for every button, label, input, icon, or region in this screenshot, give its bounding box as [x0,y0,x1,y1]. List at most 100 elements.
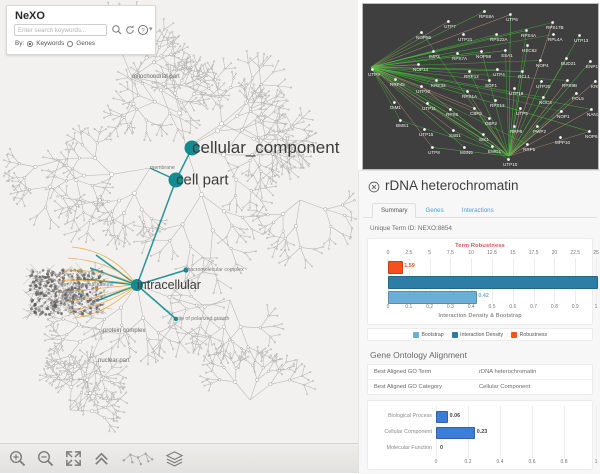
table-row: Best Aligned GO Category Cellular Compon… [368,380,592,394]
go-row-key: Best Aligned GO Category [374,384,479,390]
search-input[interactable] [14,24,107,36]
axis-tick: 17.5 [529,250,539,256]
robustness-xlabel: Interaction Density & Bootstrap [374,313,586,319]
graph-toolbar[interactable] [0,443,358,473]
axis-tick: 0.6 [529,459,536,465]
radio-genes-label: Genes [76,40,95,47]
legend-label: Interaction Density [460,332,503,338]
legend-label: Bootstrap [421,332,443,338]
gridline [596,406,597,458]
axis-tick: 0.3 [447,304,454,310]
axis-tick: 2.5 [405,250,412,256]
hierarchy-graph-canvas[interactable] [0,0,358,473]
zoom-out-button[interactable] [36,449,55,468]
go-row-value: Cellular Component [479,384,530,390]
table-row: Best Aligned GO Term rDNA heterochromati… [368,365,592,380]
axis-tick: 1 [595,304,598,310]
axis-tick: 0.8 [561,459,568,465]
gridline [564,406,565,458]
axis-tick: 0 [387,304,390,310]
go-bar-value: 0.06 [450,413,461,419]
axis-tick: 0.4 [468,304,475,310]
hierarchy-svg [0,0,358,473]
radio-genes[interactable] [67,41,73,47]
go-alignment-chart: Biological Process 0.06 Cellular Component… [367,400,593,470]
bar-interaction-density [388,276,598,289]
layers-button[interactable] [165,449,184,468]
bar-robustness [388,261,403,274]
close-icon[interactable] [368,180,380,192]
help-icon[interactable]: ? [137,24,149,36]
go-bar-value: 0.23 [477,429,488,435]
axis-tick: 20 [552,250,558,256]
go-bar-value: 0 [440,445,443,451]
network-overview-button[interactable] [120,449,156,468]
axis-tick: 22.5 [570,250,580,256]
bar-value-label: 1.59 [404,263,415,269]
tab-summary[interactable]: Summary [372,203,416,218]
axis-tick: 0.5 [489,304,496,310]
axis-tick: 0.1 [405,304,412,310]
go-category-label: Molecular Function [374,445,432,451]
zoom-in-button[interactable] [8,449,27,468]
gridline [500,406,501,458]
tab-interactions[interactable]: Interactions [453,203,503,218]
biological-process-title: Biological Process [359,470,600,474]
axis-tick: 7.5 [447,250,454,256]
legend-label: Robustness [520,332,547,338]
axis-tick: 0.2 [465,459,472,465]
term-header: rDNA heterochromatin [359,171,600,195]
axis-tick: 1 [595,459,598,465]
go-row-key: Best Aligned GO Term [374,369,479,375]
axis-tick: 0.4 [497,459,504,465]
go-alignment-title: Gene Ontology Alignment [359,341,600,360]
radio-keywords-label: Keywords [36,40,64,47]
go-plot-area: Biological Process 0.06 Cellular Component… [374,406,586,458]
axis-tick: 0.2 [426,304,433,310]
robustness-plot-area: 1.59 0.42 [374,258,586,304]
axis-tick: 0.6 [509,304,516,310]
search-panel[interactable]: NeXO ? ▾ By: Keywords Genes [6,5,156,55]
axis-tick: 5 [428,250,431,256]
bar-value-label: 0.42 [478,293,489,299]
fit-to-screen-button[interactable] [64,449,83,468]
term-title: rDNA heterochromatin [385,178,519,193]
bar-bootstrap [388,291,477,304]
legend-item[interactable]: Interaction Density [452,332,503,338]
legend-item[interactable]: Bootstrap [413,332,444,338]
tab-genes[interactable]: Genes [416,203,452,218]
app-title: NeXO [15,10,45,22]
axis-tick: 12.5 [487,250,497,256]
axis-tick: 0 [387,250,390,256]
refresh-icon[interactable] [124,24,136,36]
svg-text:?: ? [141,28,145,34]
axis-tick: 25 [593,250,599,256]
axis-tick: 0 [435,459,438,465]
legend-swatch [452,332,458,338]
go-bar [436,427,475,439]
legend-item[interactable]: Robustness [511,332,547,338]
info-tabs[interactable]: Summary Genes Interactions [363,198,597,218]
search-filter-row: By: Keywords Genes [15,40,95,47]
radio-keywords[interactable] [27,41,33,47]
term-info-panel[interactable]: rDNA heterochromatin Summary Genes Inter… [358,170,600,474]
axis-tick: 0.9 [572,304,579,310]
collapse-button[interactable] [92,449,111,468]
axis-tick: 0.7 [530,304,537,310]
legend-swatch [413,332,419,338]
gridline [532,406,533,458]
axis-tick: 15 [510,250,516,256]
go-category-label: Biological Process [374,413,432,419]
gene-network-edges [363,4,598,169]
search-icon[interactable] [111,24,123,36]
chevron-down-icon[interactable]: ▾ [149,25,153,33]
go-alignment-table: Best Aligned GO Term rDNA heterochromati… [367,364,593,395]
go-category-label: Cellular Component [374,429,432,435]
go-bar [436,411,448,423]
